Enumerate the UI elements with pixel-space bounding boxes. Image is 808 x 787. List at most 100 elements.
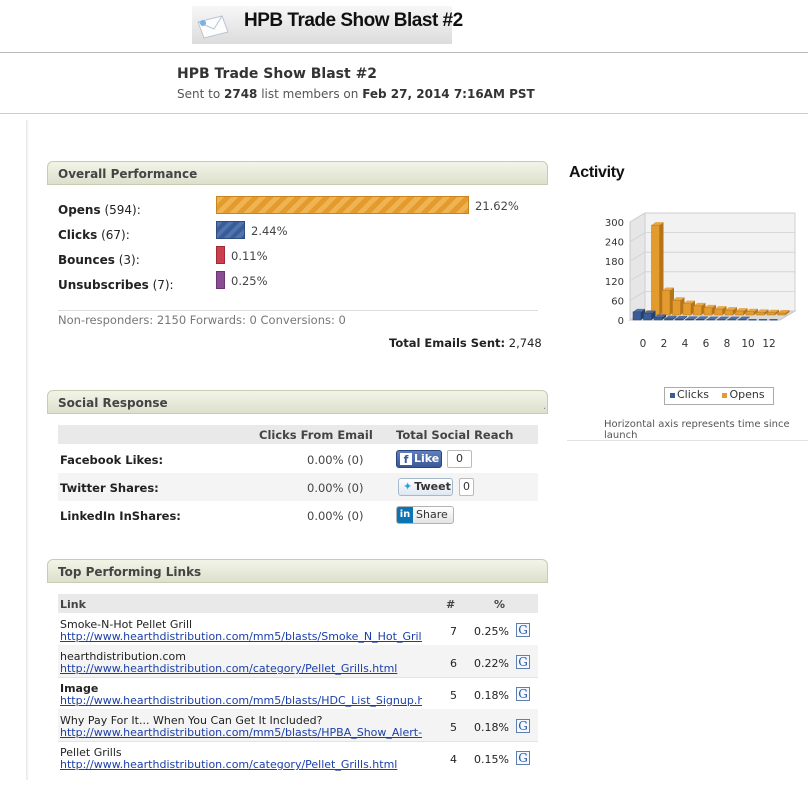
- opens-bar: [724, 309, 734, 316]
- clicks-percent: 2.44%: [251, 224, 288, 238]
- opens-bar: [764, 309, 769, 315]
- clicks-bar: [643, 313, 652, 321]
- clicks-bar: [674, 318, 684, 321]
- clicks-bar: [725, 316, 729, 320]
- chart-y-tick: 300: [605, 218, 624, 229]
- clicks-label: Clicks (67):: [58, 228, 130, 242]
- bounces-percent: 0.11%: [231, 249, 268, 263]
- chart-y-tick: 60: [611, 296, 624, 307]
- opens-bar: [733, 307, 737, 315]
- clicks-bar: [653, 317, 663, 321]
- social-table-header: [58, 425, 538, 444]
- link-count: 5: [450, 721, 457, 734]
- linkedin-share-button[interactable]: in Share: [396, 506, 454, 524]
- chart-gridline: [629, 232, 795, 242]
- google-analytics-icon[interactable]: G: [516, 719, 530, 733]
- clicks-bar: [664, 318, 673, 321]
- chart-side-wall: [629, 212, 646, 321]
- opens-bar: [693, 305, 702, 316]
- bounces-label: Bounces (3):: [58, 253, 140, 267]
- twitter-bird-icon: ✦: [403, 480, 413, 493]
- axis-note: Horizontal axis represents time since la…: [604, 419, 790, 441]
- bounces-bar: [216, 246, 225, 264]
- chart-gridline: [629, 271, 795, 282]
- opens-bar: [735, 310, 744, 316]
- clicks-bar: [704, 316, 708, 320]
- opens-bar: [766, 312, 776, 316]
- link-percent: 0.25%: [474, 625, 509, 638]
- col-count: #: [446, 598, 456, 611]
- google-analytics-icon[interactable]: G: [516, 623, 530, 637]
- opens-bar: [725, 307, 737, 311]
- total-emails-sent: Total Emails Sent: 2,748: [389, 336, 542, 350]
- link-title: Why Pay For It... When You Can Get It In…: [60, 714, 323, 727]
- tweet-button[interactable]: ✦ Tweet: [398, 478, 453, 496]
- link-url[interactable]: http://www.hearthdistribution.com/mm5/bl…: [60, 726, 422, 739]
- clicks-bar: [696, 316, 708, 320]
- chart-y-tick: 0: [618, 316, 624, 327]
- google-analytics-icon[interactable]: G: [516, 751, 530, 765]
- legend-clicks-label: Clicks: [677, 388, 709, 401]
- facebook-like-button[interactable]: f Like: [396, 450, 442, 468]
- social-response-heading: Social Response: [47, 390, 548, 414]
- opens-bar: [735, 308, 748, 312]
- page-title: HPB Trade Show Blast #2: [177, 66, 378, 82]
- activity-chart: 0 60 120 180 240 300 0 2 4 6 8 10 12: [605, 212, 797, 350]
- clicks-bar: [738, 316, 750, 320]
- link-count: 4: [450, 753, 457, 766]
- opens-bar: [777, 310, 790, 314]
- clicks-bar: [662, 314, 666, 320]
- google-analytics-icon[interactable]: G: [516, 687, 530, 701]
- tweet-count: 0: [459, 478, 474, 496]
- opens-bar: [662, 287, 674, 291]
- twitter-shares-value: 0.00% (0): [307, 481, 364, 495]
- chart-y-tick: 180: [605, 257, 624, 268]
- col-clicks-from-email: Clicks From Email: [259, 428, 373, 442]
- banner: [192, 6, 452, 44]
- chart-gridline: [629, 291, 795, 301]
- clicks-bar: [664, 315, 677, 319]
- opens-bar: [704, 304, 716, 308]
- table-row: [58, 709, 538, 742]
- banner-title: HPB Trade Show Blast #2: [244, 10, 463, 31]
- clicks-bar: [633, 308, 645, 312]
- opens-bar: [745, 311, 755, 316]
- facebook-like-count: 0: [447, 450, 472, 468]
- facebook-icon: f: [400, 453, 412, 466]
- link-url[interactable]: http://www.hearthdistribution.com/mm5/bl…: [60, 630, 422, 643]
- clicks-bar: [727, 316, 740, 320]
- opens-bar: [756, 312, 765, 316]
- top-links-heading: Top Performing Links: [47, 559, 548, 583]
- section-marker: .: [543, 401, 547, 412]
- opens-bar: [672, 297, 685, 301]
- divider: [58, 310, 538, 311]
- clicks-bar: [632, 311, 642, 321]
- link-url[interactable]: http://www.hearthdistribution.com/catego…: [60, 662, 398, 675]
- chart-x-tick: 10: [741, 338, 754, 350]
- link-title: hearthdistribution.com: [60, 650, 186, 663]
- col-link: Link: [60, 598, 86, 611]
- table-row: [58, 645, 538, 678]
- clicks-bar: [695, 319, 705, 321]
- chart-y-tick: 120: [605, 277, 624, 288]
- link-url[interactable]: http://www.hearthdistribution.com/mm5/bl…: [60, 694, 422, 707]
- clicks-bar: [717, 316, 729, 320]
- linkedin-inshares-label: LinkedIn InShares:: [60, 509, 181, 523]
- opens-bar: [775, 309, 779, 315]
- opens-bar: [722, 306, 727, 315]
- col-percent: %: [494, 598, 506, 611]
- linkedin-inshares-value: 0.00% (0): [307, 509, 364, 523]
- link-url[interactable]: http://www.hearthdistribution.com/catego…: [60, 758, 398, 771]
- google-analytics-icon[interactable]: G: [516, 655, 530, 669]
- table-row: [58, 473, 538, 501]
- divider: [26, 120, 29, 780]
- divider: [567, 440, 808, 441]
- clicks-bar: [706, 316, 719, 320]
- chart-gridline: [629, 212, 795, 223]
- opens-bar: [651, 222, 664, 226]
- link-count: 5: [450, 689, 457, 702]
- facebook-likes-value: 0.00% (0): [307, 453, 364, 467]
- clicks-bar: [675, 316, 687, 320]
- clicks-bar: [746, 316, 750, 320]
- clicks-bar: [748, 319, 757, 321]
